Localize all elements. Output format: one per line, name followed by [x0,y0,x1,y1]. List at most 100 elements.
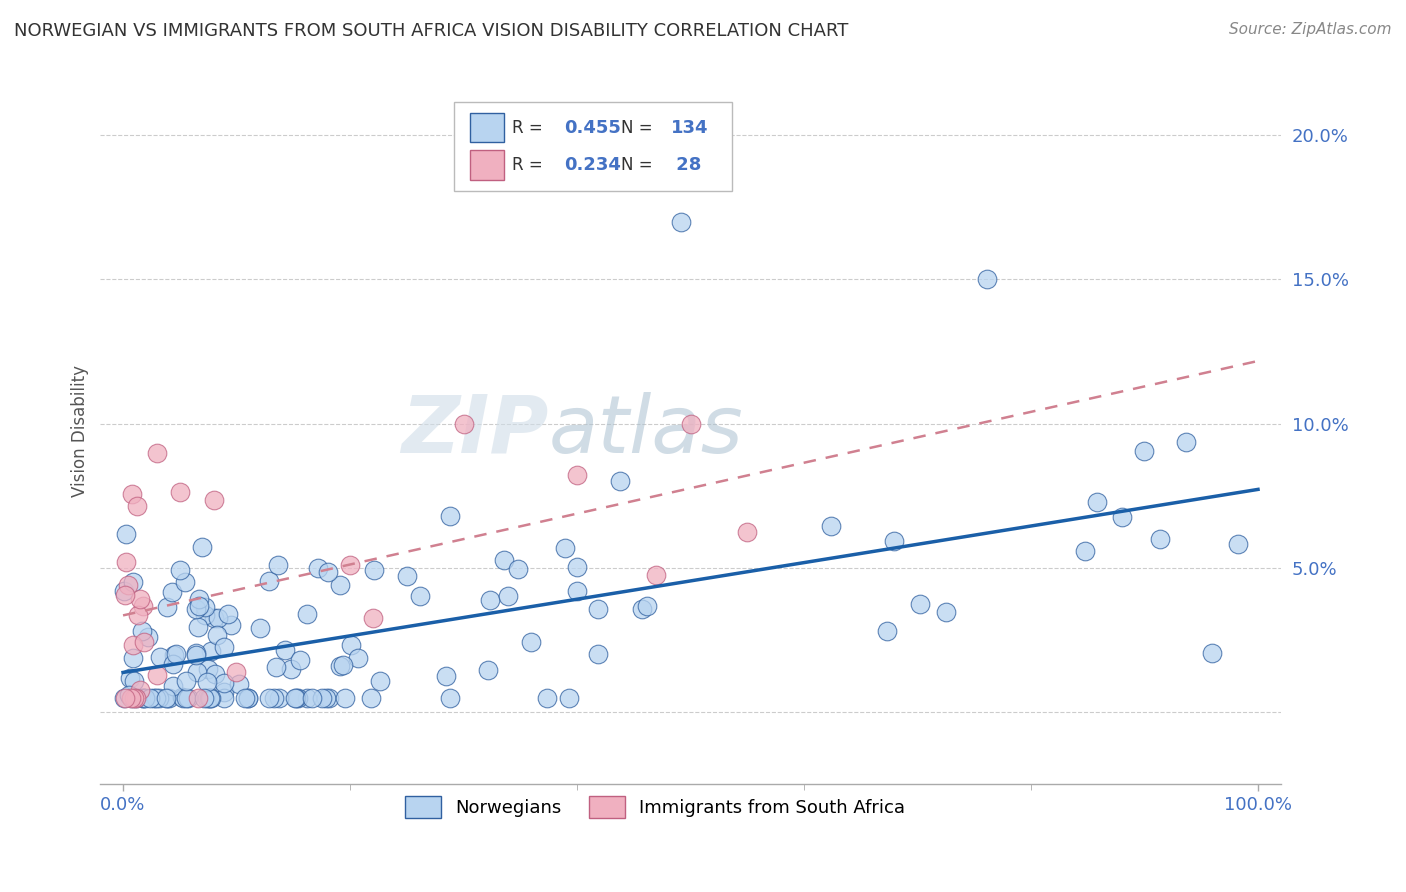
Text: 0.455: 0.455 [564,119,621,136]
Point [172,690,194,705]
Legend: Norwegians, Immigrants from South Africa: Norwegians, Immigrants from South Africa [398,789,912,825]
Point [609,475,631,489]
Point [267,558,290,572]
Point [128,683,150,698]
Point [188,591,211,606]
Point [114,690,136,705]
Point [143,690,166,705]
Point [174,674,197,689]
Y-axis label: Vision Disability: Vision Disability [72,365,89,497]
Point [360,690,382,705]
Point [122,674,145,689]
Point [134,690,156,705]
Point [269,690,291,705]
Point [409,589,432,603]
Point [876,624,898,638]
Point [187,599,209,613]
Point [285,690,308,705]
Point [122,651,145,665]
Point [329,578,352,592]
Point [976,272,998,286]
Point [361,611,384,625]
Point [121,574,143,589]
Point [287,690,309,705]
Point [439,690,461,705]
Point [554,541,576,556]
Point [558,690,581,705]
Point [212,675,235,690]
Point [195,690,218,705]
Point [114,588,136,602]
Point [198,690,221,705]
Point [194,608,217,623]
Point [131,690,153,705]
Point [536,690,558,705]
Text: R =: R = [512,156,548,174]
Point [1227,537,1250,551]
Point [194,599,217,614]
Point [169,563,191,577]
Text: 134: 134 [671,119,709,136]
Point [1074,544,1097,558]
Point [453,417,475,431]
Point [166,647,188,661]
Point [496,589,519,603]
Point [368,674,391,689]
Point [935,605,957,619]
Point [1149,533,1171,547]
Point [177,690,200,705]
Point [236,690,259,705]
Point [295,607,318,621]
Point [565,559,588,574]
Point [125,690,148,705]
Point [120,671,142,685]
Text: 0.234: 0.234 [564,156,621,174]
Text: N =: N = [621,156,658,174]
Point [297,690,319,705]
Point [820,519,842,533]
Point [176,690,198,705]
Point [671,215,693,229]
Point [508,562,530,576]
Point [155,690,177,705]
Point [207,628,229,642]
Point [645,567,668,582]
Point [190,540,212,554]
Point [333,690,356,705]
Point [212,640,235,654]
Point [315,690,337,705]
Point [316,565,339,579]
FancyBboxPatch shape [470,112,503,143]
Point [193,690,215,705]
Point [187,620,209,634]
Text: R =: R = [512,119,548,136]
Point [212,690,235,705]
Point [174,574,197,589]
Point [1201,646,1223,660]
Point [127,607,149,622]
Point [131,624,153,639]
Point [128,592,150,607]
Point [636,599,658,613]
Point [146,668,169,682]
Point [200,644,222,658]
Point [225,665,247,680]
Point [146,445,169,459]
FancyBboxPatch shape [454,103,733,191]
Point [204,667,226,681]
Point [395,569,418,583]
Point [883,534,905,549]
Point [1085,495,1108,509]
Point [434,668,457,682]
Point [118,688,141,702]
Point [307,561,329,575]
Point [122,690,145,705]
Point [145,690,167,705]
Point [586,648,609,662]
Point [162,657,184,671]
Point [318,690,340,705]
Text: atlas: atlas [548,392,744,470]
Point [125,499,148,513]
Point [156,600,179,615]
Point [163,648,186,662]
